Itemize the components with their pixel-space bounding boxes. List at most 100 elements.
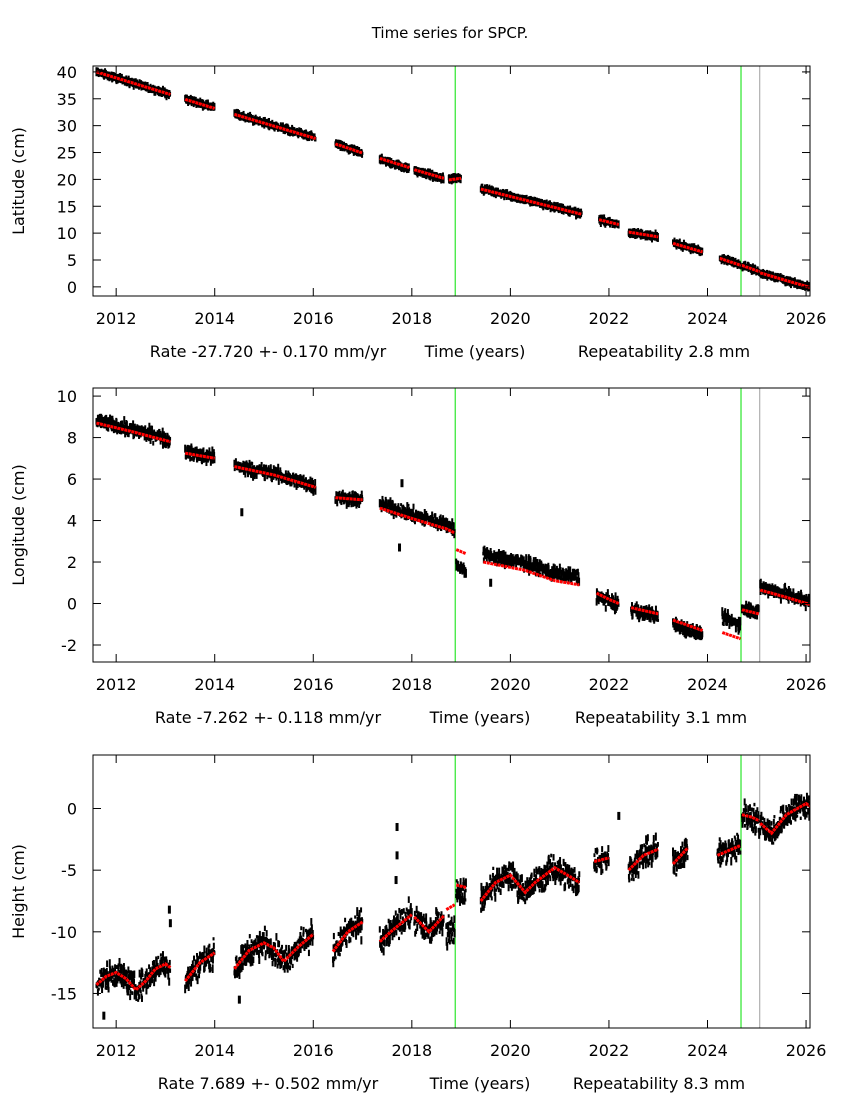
observation-point: [137, 425, 140, 430]
y-tick-label: 40: [57, 63, 77, 82]
observation-point: [97, 987, 100, 991]
x-tick-label: 2022: [589, 675, 630, 694]
outlier-point: [489, 578, 493, 587]
observation-point: [199, 963, 202, 971]
model-segment: [759, 588, 810, 607]
observation-point: [649, 614, 652, 623]
observation-point: [191, 972, 194, 981]
observation-point: [738, 628, 741, 633]
observation-point: [402, 926, 405, 932]
observation-point: [334, 956, 337, 960]
observation-point: [272, 476, 275, 480]
observation-point: [811, 285, 813, 293]
observation-point: [343, 938, 346, 942]
x-tick-label: 2012: [96, 309, 137, 328]
observation-point: [121, 420, 124, 427]
observation-point: [563, 577, 566, 582]
observation-point: [447, 926, 450, 934]
observation-point: [112, 970, 115, 976]
observation-point: [314, 479, 317, 487]
observation-point: [235, 955, 238, 964]
observation-point: [360, 936, 363, 945]
observation-point: [521, 555, 524, 564]
observation-point: [424, 518, 427, 523]
observation-point: [249, 960, 252, 967]
observation-point: [503, 551, 506, 561]
observation-point: [497, 549, 500, 557]
observation-point: [191, 960, 194, 967]
observation-point: [459, 174, 462, 179]
x-tick-label: 2026: [786, 309, 827, 328]
observation-point: [439, 913, 442, 923]
observation-point: [351, 490, 354, 497]
observation-point: [300, 937, 303, 942]
observation-point: [340, 929, 343, 936]
observation-point: [567, 576, 570, 585]
observation-point: [435, 928, 438, 935]
observation-point: [407, 909, 410, 918]
observation-point: [133, 970, 136, 979]
observation-point: [169, 436, 172, 441]
observation-point: [487, 890, 490, 897]
observation-point: [537, 568, 540, 578]
observation-point: [358, 909, 361, 917]
observation-point: [240, 945, 243, 954]
observation-point: [694, 631, 697, 641]
observation-point: [811, 594, 813, 600]
observation-point: [202, 447, 205, 457]
observation-point: [299, 937, 302, 945]
observation-point: [811, 284, 813, 290]
observation-point: [256, 946, 259, 955]
y-tick-label: 25: [57, 144, 77, 163]
observation-point: [337, 947, 340, 953]
observation-point: [251, 947, 254, 953]
observation-point: [430, 932, 433, 942]
observation-point: [724, 608, 727, 617]
observation-point: [436, 927, 439, 932]
observation-point: [722, 617, 725, 626]
observation-point: [459, 878, 462, 886]
observation-point: [193, 455, 196, 460]
observation-point: [148, 964, 151, 970]
observation-point: [98, 413, 101, 422]
observation-point: [635, 601, 638, 608]
observation-point: [312, 934, 315, 940]
observation-point: [381, 495, 384, 502]
observation-point: [107, 978, 110, 988]
observation-point: [241, 962, 244, 971]
observation-point: [302, 932, 305, 937]
observation-point: [165, 964, 168, 971]
model-segment: [598, 218, 620, 226]
x-tick-label: 2020: [490, 675, 531, 694]
y-tick-label: 20: [57, 170, 77, 189]
observation-point: [280, 947, 283, 955]
observation-point: [284, 949, 287, 954]
observation-point: [459, 893, 462, 900]
plot-frame: [92, 65, 811, 297]
observation-point: [205, 454, 208, 463]
observation-point: [96, 985, 99, 989]
observation-point: [728, 623, 731, 629]
observation-point: [161, 441, 164, 449]
observation-point: [118, 957, 121, 967]
observation-point: [252, 956, 255, 964]
model-segment: [672, 241, 703, 254]
observation-point: [810, 286, 812, 292]
observation-point: [549, 568, 552, 574]
x-tick-label: 2018: [391, 309, 432, 328]
observation-point: [152, 440, 155, 446]
observation-point: [310, 918, 313, 926]
observation-point: [453, 529, 456, 534]
observation-point: [569, 566, 572, 575]
observation-point: [161, 958, 164, 964]
observation-point: [464, 878, 467, 888]
y-tick-label: 6: [67, 470, 77, 489]
observation-point: [647, 612, 650, 617]
observation-point: [293, 483, 296, 488]
observation-point: [446, 931, 449, 938]
observation-point: [450, 916, 453, 925]
observation-point: [382, 947, 385, 956]
observation-point: [356, 916, 359, 926]
observation-point: [107, 423, 110, 432]
observation-point: [728, 614, 731, 620]
